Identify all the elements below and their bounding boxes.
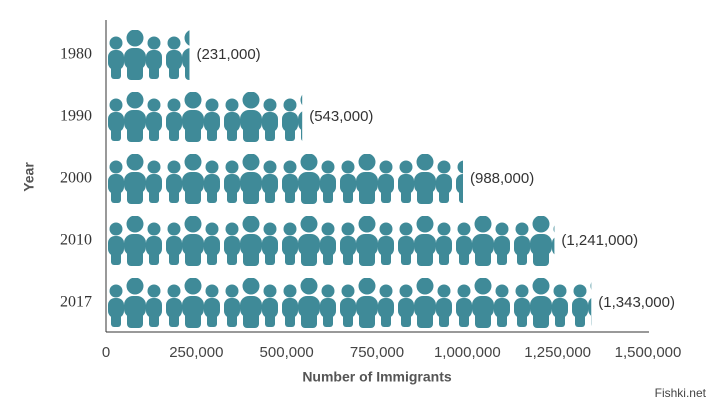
y-tick-label: 2010	[60, 232, 92, 249]
value-label: (543,000)	[309, 108, 373, 125]
value-label: (1,241,000)	[561, 232, 638, 249]
x-tick-label: 1,250,000	[524, 344, 591, 361]
x-tick-label: 1,000,000	[434, 344, 501, 361]
x-tick-label: 500,000	[260, 344, 314, 361]
y-axis-title: Year	[21, 162, 37, 192]
pictograph-bar	[106, 216, 555, 266]
y-tick-label: 2000	[60, 170, 92, 187]
y-tick-label: 2017	[60, 294, 92, 311]
x-axis-title: Number of Immigrants	[302, 369, 452, 385]
value-label: (988,000)	[470, 170, 534, 187]
y-tick-label: 1990	[60, 108, 92, 125]
pictograph-bar	[106, 30, 190, 80]
x-tick-label: 0	[102, 344, 110, 361]
bar-row: (231,000) 1980	[60, 30, 261, 80]
y-tick-label: 1980	[60, 46, 92, 63]
pictograph-bar	[106, 278, 592, 328]
x-tick-label: 250,000	[169, 344, 223, 361]
bar-row: (1,241,000) 2010	[60, 216, 638, 266]
pictograph-bar	[106, 154, 463, 204]
x-tick-label: 1,500,000	[615, 344, 682, 361]
bar-row: (543,000) 1990	[60, 92, 373, 142]
x-tick-label: 750,000	[350, 344, 404, 361]
bar-row: (988,000) 2000	[60, 154, 534, 204]
pictograph-bar	[106, 92, 303, 142]
value-label: (231,000)	[196, 46, 260, 63]
value-label: (1,343,000)	[598, 294, 675, 311]
bar-row: (1,343,000) 2017	[60, 278, 675, 328]
watermark: Fishki.net	[655, 386, 707, 400]
